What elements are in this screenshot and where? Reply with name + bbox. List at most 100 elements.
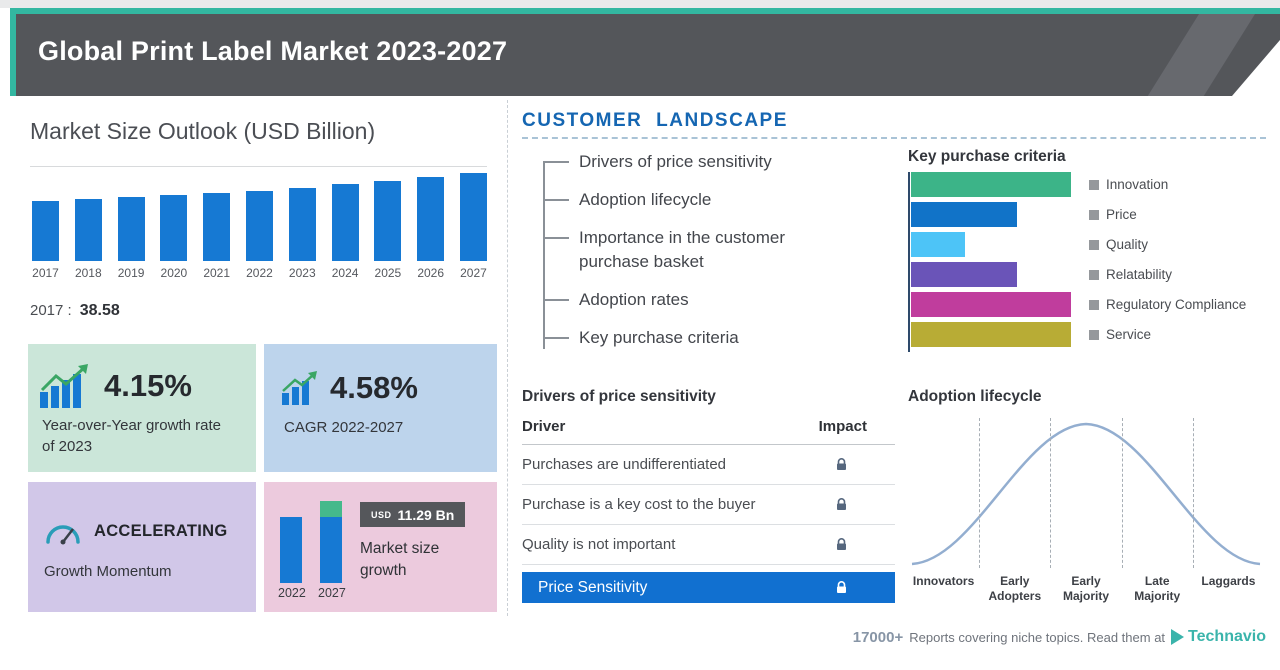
kpc-legend-label: Price [1106,207,1137,222]
stage-divider [1121,418,1123,568]
market-size-bar [374,181,402,261]
mini-growth-chart: 2022 2027 [278,498,358,600]
market-size-year-label: 2018 [74,266,102,280]
base-year-label: 2017 : [30,302,72,319]
table-header-row: Driver Impact [522,414,895,445]
driver-text: Purchase is a key cost to the buyer [522,496,756,513]
momentum-label: Growth Momentum [44,563,172,580]
footer-text: Reports covering niche topics. Read them… [909,629,1166,645]
header-decoration-wedge [1232,40,1280,96]
growth-bars-icon [282,371,317,405]
stage-divider [1192,418,1194,568]
adoption-labels: Innovators Early Adopters Early Majority La… [908,574,1264,604]
lock-icon [837,458,846,470]
price-sensitivity-table: Driver Impact Purchases are undifferenti… [522,414,895,603]
column-header-driver: Driver [522,418,566,435]
market-size-bar-group: 2025 [374,181,402,280]
driver-text: Purchases are undifferentiated [522,456,727,473]
mini-year-end: 2027 [318,586,346,600]
report-count: 17000+ [852,628,904,646]
adoption-lifecycle-chart [908,412,1264,572]
kpc-bar-track [911,232,1073,257]
kpc-bar-track [911,322,1073,347]
price-sensitivity-highlight-row: Price Sensitivity [522,572,895,603]
market-size-bar [245,191,273,261]
adoption-stage-label: Innovators [912,574,975,588]
market-size-bar [160,195,188,261]
yoy-card-row: 4.15% [40,364,256,408]
lock-icon [837,498,846,510]
growth-amount-badge: USD 11.29 Bn [360,502,466,527]
impact-cell [834,497,849,512]
list-item: Drivers of price sensitivity [543,150,829,174]
cagr-label: CAGR 2022-2027 [284,419,404,436]
lock-icon [837,538,846,550]
growth-momentum-card: ACCELERATING Growth Momentum [28,482,256,612]
stage-divider [1050,418,1052,568]
market-size-bar [459,173,487,261]
list-item: Key purchase criteria [543,326,829,350]
market-size-bar [417,177,445,261]
title-divider [30,166,487,167]
impact-cell [834,580,849,595]
highlight-text: Price Sensitivity [538,578,648,596]
market-size-year-label: 2019 [117,266,145,280]
growth-amount: 11.29 Bn [397,506,455,523]
legend-swatch-icon [1089,209,1099,220]
adoption-stage-label: Early Adopters [988,574,1042,603]
market-size-bar [203,193,231,261]
adoption-stage-label: Early Majority [1063,574,1110,603]
kpc-row: Price [911,202,1246,227]
market-size-bar-group: 2022 [245,191,273,280]
market-size-bar-group: 2023 [288,188,316,280]
market-size-year-label: 2023 [288,266,316,280]
market-size-bar [288,188,316,261]
customer-landscape-panel: CUSTOMER LANDSCAPE Drivers of price sens… [508,96,1280,626]
mini-year-start: 2022 [278,586,306,600]
kpc-legend-label: Service [1106,327,1152,342]
technavio-triangle-icon [1171,629,1185,645]
kpc-row: Quality [911,232,1246,257]
market-size-bar-group: 2021 [203,193,231,280]
kpc-row: Service [911,322,1246,347]
market-size-year-label: 2017 [32,266,59,280]
kpc-bar [911,322,1071,347]
adoption-chart-title: Adoption lifecycle [908,388,1042,405]
market-size-year-label: 2021 [203,266,231,280]
table-row: Quality is not important [522,525,895,565]
base-year-note: 2017 : 38.58 [30,302,120,320]
market-size-bar-group: 2024 [331,184,359,280]
kpc-row: Regulatory Compliance [911,292,1246,317]
cagr-card: 4.58% CAGR 2022-2027 [264,344,497,472]
market-size-bar [32,201,59,261]
kpc-legend-item: Relatability [1089,267,1172,282]
page-title: Global Print Label Market 2023-2027 [38,36,508,66]
legend-swatch-icon [1089,179,1099,190]
kpc-bar-track [911,262,1073,287]
market-size-year-label: 2022 [246,266,273,280]
kpc-legend-item: Service [1089,327,1151,342]
adoption-stage-label: Late Majority [1134,574,1181,603]
yoy-value: 4.15% [104,368,192,403]
technavio-brand-name: Technavio [1188,628,1266,645]
market-size-year-label: 2027 [460,266,487,280]
market-size-year-label: 2025 [374,266,402,280]
legend-swatch-icon [1089,329,1099,340]
technavio-logo[interactable]: Technavio [1171,628,1266,646]
list-item: Adoption rates [543,288,829,312]
kpc-bar [911,292,1071,317]
table-row: Purchase is a key cost to the buyer [522,485,895,525]
market-size-year-label: 2020 [160,266,188,280]
landscape-topic-list: Drivers of price sensitivity Adoption li… [543,150,823,364]
growth-currency: USD [371,509,392,520]
adoption-stage-label: Laggards [1201,574,1256,588]
kpc-legend-item: Regulatory Compliance [1089,297,1246,312]
market-size-bar [74,199,102,261]
legend-swatch-icon [1089,269,1099,280]
list-item: Adoption lifecycle [543,188,829,212]
lock-icon [837,581,846,593]
list-item: Importance in the customer purchase bask… [543,226,829,274]
mini-bar-2027-base [320,517,342,583]
market-size-bar-group: 2020 [160,195,188,280]
market-size-bar [117,197,145,261]
